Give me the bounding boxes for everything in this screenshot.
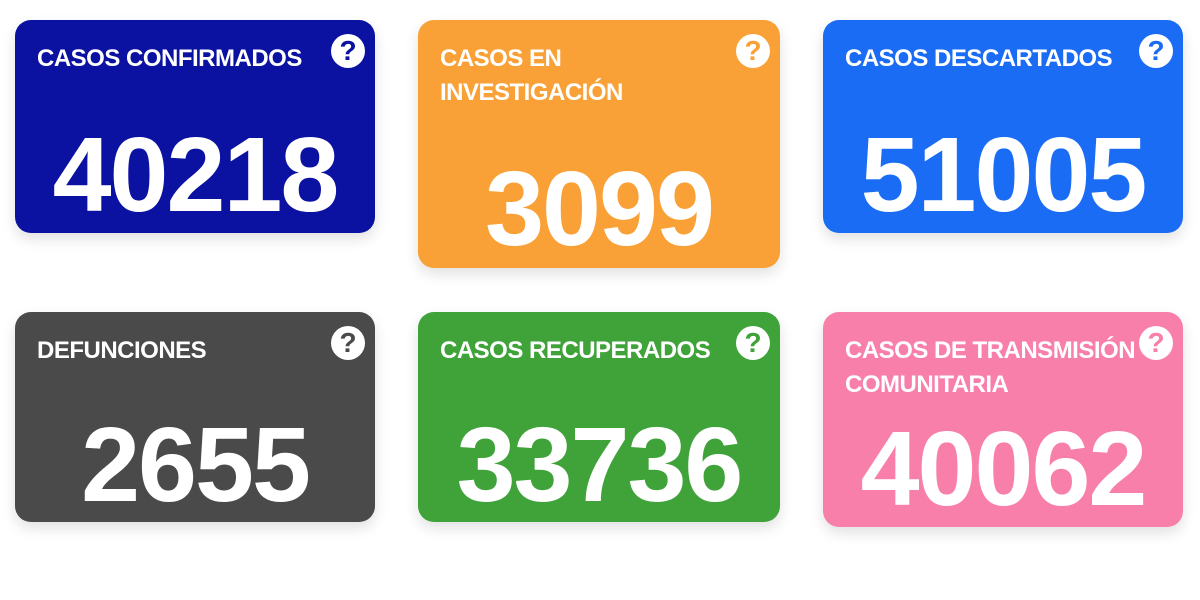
card-recovered: CASOS RECUPERADOS ? 33736 [418, 312, 780, 522]
card-confirmed: CASOS CONFIRMADOS ? 40218 [15, 20, 375, 233]
card-value: 33736 [456, 406, 744, 522]
question-circle-icon[interactable]: ? [736, 326, 770, 360]
question-circle-icon[interactable]: ? [331, 326, 365, 360]
card-label: CASOS EN INVESTIGACIÓN [440, 45, 623, 106]
card-label: CASOS RECUPERADOS [440, 337, 711, 364]
card-value: 40218 [52, 116, 340, 233]
card-value: 2655 [81, 406, 311, 522]
card-discarded: CASOS DESCARTADOS ? 51005 [823, 20, 1183, 233]
card-label: CASOS DE TRANSMISIÓN COMUNITARIA [845, 337, 1136, 398]
card-label: DEFUNCIONES [37, 337, 207, 364]
card-community-transmission: CASOS DE TRANSMISIÓN COMUNITARIA ? 40062 [823, 312, 1183, 527]
card-value: 3099 [485, 150, 715, 268]
question-circle-icon[interactable]: ? [736, 34, 770, 68]
card-value: 51005 [860, 116, 1148, 233]
card-label: CASOS DESCARTADOS [845, 45, 1113, 72]
card-deaths: DEFUNCIONES ? 2655 [15, 312, 375, 522]
question-circle-icon[interactable]: ? [1139, 326, 1173, 360]
card-label: CASOS CONFIRMADOS [37, 45, 302, 72]
card-value: 40062 [860, 410, 1148, 527]
question-circle-icon[interactable]: ? [1139, 34, 1173, 68]
question-circle-icon[interactable]: ? [331, 34, 365, 68]
card-investigation: CASOS EN INVESTIGACIÓN ? 3099 [418, 20, 780, 268]
